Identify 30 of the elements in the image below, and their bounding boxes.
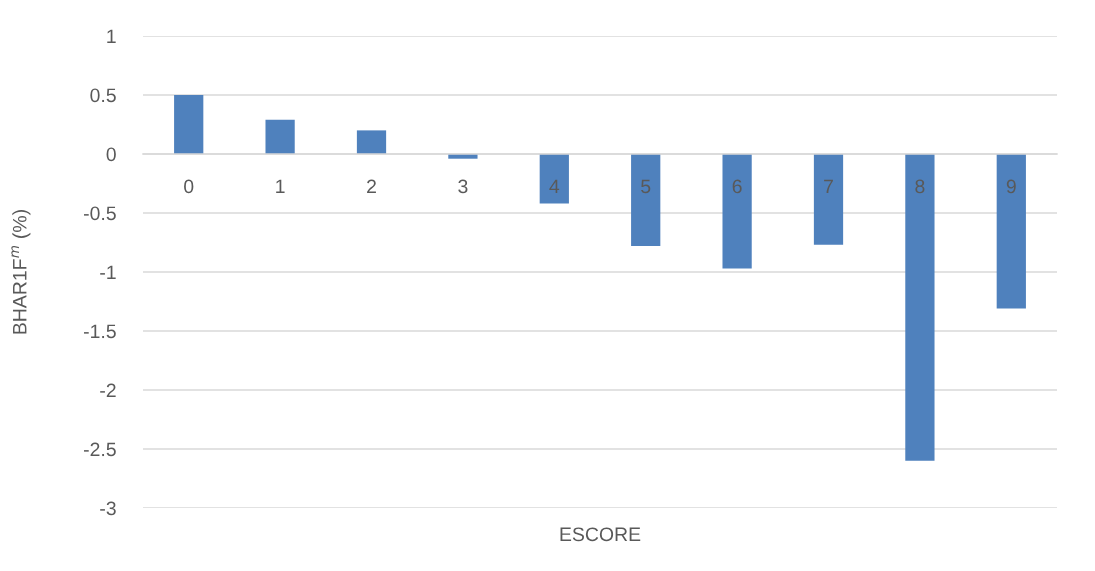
y-tick-label: -2.5 (83, 442, 116, 457)
y-tick-label: -1.5 (83, 324, 116, 339)
y-axis-title: BHAR1F$^{m}$ (%) (11, 210, 31, 334)
bar (539, 153, 569, 204)
y-tick-label: -1 (100, 265, 116, 280)
x-tick-label: 6 (732, 179, 742, 194)
y-tick-label: 0 (106, 147, 116, 162)
x-tick-label: 9 (1006, 179, 1016, 194)
y-tick-label: 1 (107, 29, 116, 44)
bar (905, 153, 935, 461)
bar (996, 153, 1026, 309)
x-tick-label: 0 (184, 179, 194, 194)
y-tick-label: 0.5 (90, 88, 116, 103)
bar (631, 153, 661, 247)
x-tick-label: 5 (641, 179, 651, 194)
bar (722, 153, 752, 269)
y-tick-label: -0.5 (83, 206, 116, 221)
x-tick-label: 8 (915, 179, 925, 194)
x-tick-label: 4 (549, 179, 560, 194)
x-tick-label: 7 (824, 179, 833, 194)
x-tick-label: 2 (367, 179, 376, 194)
x-tick-label: 1 (276, 179, 285, 194)
x-tick-label: 3 (458, 179, 468, 194)
bar (356, 130, 387, 154)
bar (265, 119, 295, 154)
y-tick-label: -2 (100, 383, 116, 398)
y-tick-label: -3 (100, 501, 116, 516)
bar (813, 153, 844, 245)
x-axis-title: ESCORE (560, 527, 641, 542)
bar (174, 94, 204, 154)
